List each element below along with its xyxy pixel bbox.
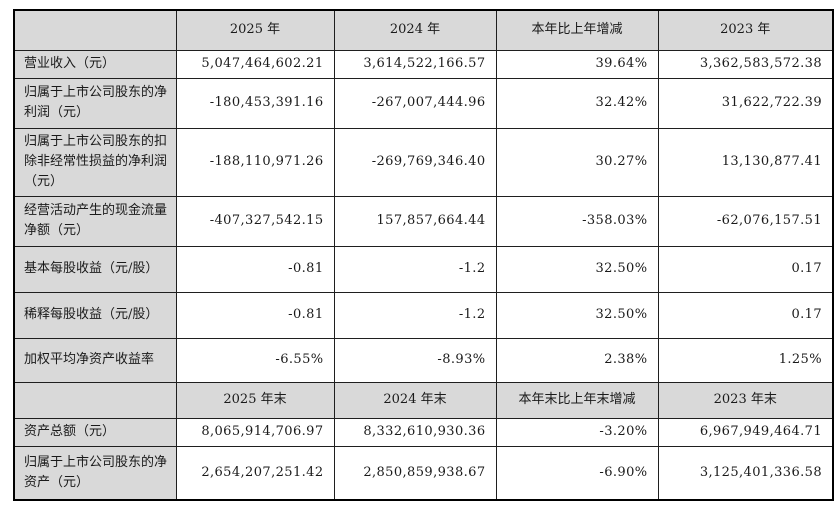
cell-value: -358.03%: [495, 195, 659, 247]
cell-value: -1.2: [333, 245, 497, 293]
cell-value: 39.64%: [495, 49, 659, 79]
header-cell-2025: 2025 年: [175, 9, 335, 51]
row-label: 归属于上市公司股东的扣除非经常性损益的净利润（元）: [13, 127, 177, 197]
header-cell-2023-end: 2023 年末: [657, 381, 834, 419]
table-row-net-profit: 归属于上市公司股东的净利润（元） -180,453,391.16 -267,00…: [13, 77, 834, 129]
cell-value: -3.20%: [495, 417, 659, 447]
header-cell-2023: 2023 年: [657, 9, 834, 51]
cell-value: 8,332,610,930.36: [333, 417, 497, 447]
cell-value: -62,076,157.51: [657, 195, 834, 247]
table-row-weighted-avg-roe: 加权平均净资产收益率 -6.55% -8.93% 2.38% 1.25%: [13, 337, 834, 383]
annual-header-row: 2025 年 2024 年 本年比上年增减 2023 年: [13, 9, 834, 51]
cell-value: -6.90%: [495, 445, 659, 501]
header-cell-empty: [13, 9, 177, 51]
cell-value: -8.93%: [333, 337, 497, 383]
cell-value: -407,327,542.15: [175, 195, 335, 247]
financial-summary-table: 2025 年 2024 年 本年比上年增减 2023 年 营业收入（元） 5,0…: [13, 9, 834, 501]
cell-value: -188,110,971.26: [175, 127, 335, 197]
header-cell-year-end-change: 本年末比上年末增减: [495, 381, 659, 419]
table-row-basic-eps: 基本每股收益（元/股） -0.81 -1.2 32.50% 0.17: [13, 245, 834, 293]
table-row-revenue: 营业收入（元） 5,047,464,602.21 3,614,522,166.5…: [13, 49, 834, 79]
cell-value: -1.2: [333, 291, 497, 339]
header-cell-2024-end: 2024 年末: [333, 381, 497, 419]
cell-value: 32.42%: [495, 77, 659, 129]
row-label: 资产总额（元）: [13, 417, 177, 447]
cell-value: 8,065,914,706.97: [175, 417, 335, 447]
cell-value: -0.81: [175, 245, 335, 293]
row-label: 归属于上市公司股东的净资产（元）: [13, 445, 177, 501]
cell-value: 2,850,859,938.67: [333, 445, 497, 501]
cell-value: 30.27%: [495, 127, 659, 197]
table-row-operating-cash-flow: 经营活动产生的现金流量净额（元） -407,327,542.15 157,857…: [13, 195, 834, 247]
row-label: 经营活动产生的现金流量净额（元）: [13, 195, 177, 247]
cell-value: 6,967,949,464.71: [657, 417, 834, 447]
cell-value: 2,654,207,251.42: [175, 445, 335, 501]
header-cell-2025-end: 2025 年末: [175, 381, 335, 419]
table-row-net-profit-excl-nonrecurring: 归属于上市公司股东的扣除非经常性损益的净利润（元） -188,110,971.2…: [13, 127, 834, 197]
cell-value: -0.81: [175, 291, 335, 339]
table-row-diluted-eps: 稀释每股收益（元/股） -0.81 -1.2 32.50% 0.17: [13, 291, 834, 339]
table-row-total-assets: 资产总额（元） 8,065,914,706.97 8,332,610,930.3…: [13, 417, 834, 447]
cell-value: 157,857,664.44: [333, 195, 497, 247]
cell-value: -180,453,391.16: [175, 77, 335, 129]
cell-value: 31,622,722.39: [657, 77, 834, 129]
year-end-header-row: 2025 年末 2024 年末 本年末比上年末增减 2023 年末: [13, 381, 834, 419]
cell-value: 3,614,522,166.57: [333, 49, 497, 79]
cell-value: 5,047,464,602.21: [175, 49, 335, 79]
row-label: 归属于上市公司股东的净利润（元）: [13, 77, 177, 129]
row-label: 基本每股收益（元/股）: [13, 245, 177, 293]
cell-value: 0.17: [657, 291, 834, 339]
header-cell-2024: 2024 年: [333, 9, 497, 51]
cell-value: 2.38%: [495, 337, 659, 383]
cell-value: 3,125,401,336.58: [657, 445, 834, 501]
cell-value: 13,130,877.41: [657, 127, 834, 197]
cell-value: 0.17: [657, 245, 834, 293]
cell-value: 32.50%: [495, 291, 659, 339]
cell-value: -6.55%: [175, 337, 335, 383]
cell-value: 1.25%: [657, 337, 834, 383]
cell-value: 3,362,583,572.38: [657, 49, 834, 79]
cell-value: -269,769,346.40: [333, 127, 497, 197]
header-cell-empty: [13, 381, 177, 419]
row-label: 营业收入（元）: [13, 49, 177, 79]
row-label: 加权平均净资产收益率: [13, 337, 177, 383]
table-row-net-assets: 归属于上市公司股东的净资产（元） 2,654,207,251.42 2,850,…: [13, 445, 834, 501]
row-label: 稀释每股收益（元/股）: [13, 291, 177, 339]
cell-value: 32.50%: [495, 245, 659, 293]
cell-value: -267,007,444.96: [333, 77, 497, 129]
header-cell-yoy-change: 本年比上年增减: [495, 9, 659, 51]
